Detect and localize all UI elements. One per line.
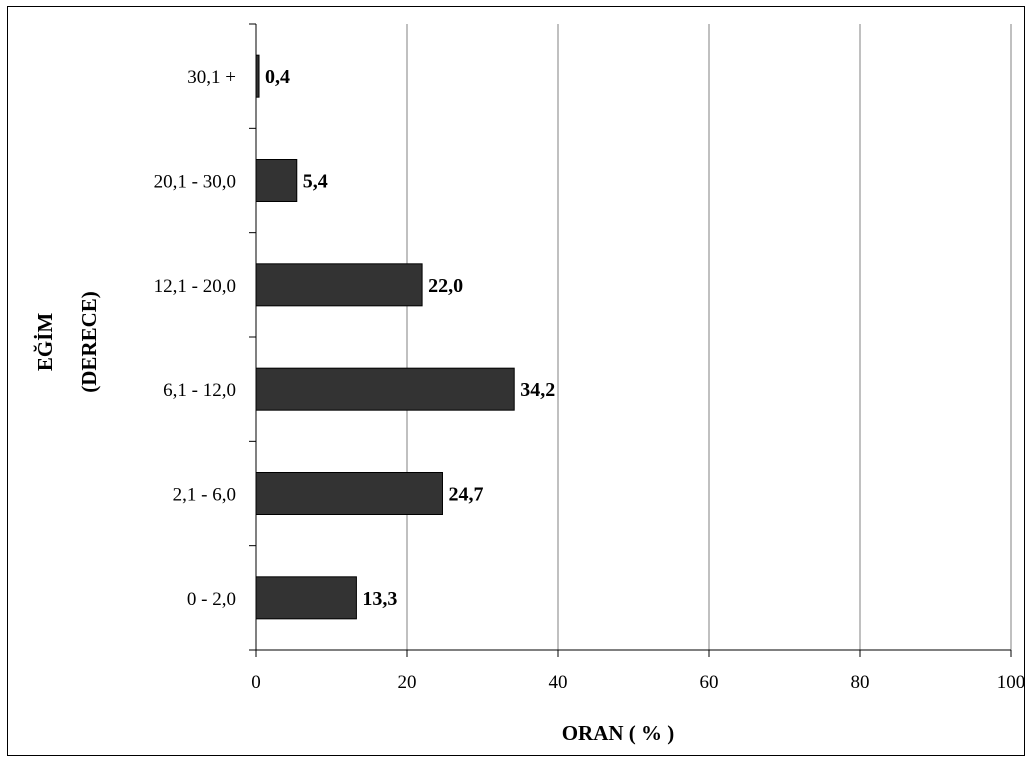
y-axis-title: EĞİM (DERECE) — [33, 291, 101, 393]
chart-frame: 0 20 40 60 80 100 0 - 2,0 13,3 2,1 - 6,0 24,7 6,1 … — [7, 6, 1025, 756]
x-tick-label: 100 — [997, 672, 1026, 693]
data-label: 13,3 — [362, 588, 397, 610]
y-category-label: 2,1 - 6,0 — [173, 485, 236, 506]
data-label: 24,7 — [448, 484, 483, 506]
y-category-label: 20,1 - 30,0 — [154, 172, 236, 193]
bar — [256, 368, 514, 410]
data-label: 22,0 — [428, 275, 463, 297]
axis-layer — [249, 24, 1011, 657]
data-label: 5,4 — [303, 171, 328, 193]
y-category-label: 30,1 + — [187, 67, 236, 88]
y-axis-title-line-1: EĞİM — [33, 313, 57, 372]
x-tick-label: 60 — [700, 672, 719, 693]
x-tick-label: 40 — [549, 672, 568, 693]
x-axis-title: ORAN ( % ) — [562, 721, 675, 745]
x-tick-label: 0 — [251, 672, 261, 693]
bar — [256, 473, 442, 515]
y-category-label: 12,1 - 20,0 — [154, 276, 236, 297]
x-tick-label: 20 — [398, 672, 417, 693]
grid-layer — [407, 24, 1011, 650]
data-label: 34,2 — [520, 379, 555, 401]
bar — [256, 577, 356, 619]
y-category-label: 6,1 - 12,0 — [163, 380, 236, 401]
bar-chart: 0 20 40 60 80 100 0 - 2,0 13,3 2,1 - 6,0 24,7 6,1 … — [8, 7, 1026, 757]
bar — [256, 264, 422, 306]
data-label: 0,4 — [265, 66, 290, 88]
bar — [256, 160, 297, 202]
y-category-label: 0 - 2,0 — [187, 589, 236, 610]
bar-layer — [256, 55, 514, 619]
x-tick-label: 80 — [851, 672, 870, 693]
y-axis-title-line-2: (DERECE) — [77, 291, 101, 393]
